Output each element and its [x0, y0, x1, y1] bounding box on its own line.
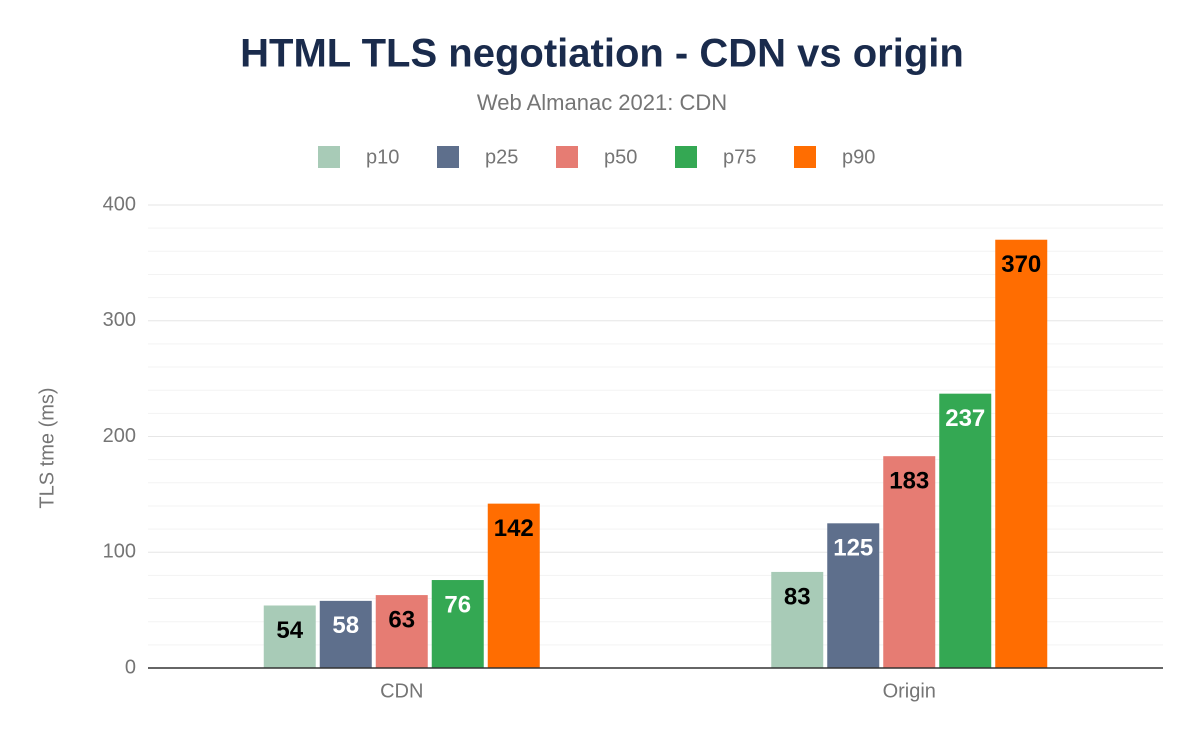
y-axis-label: TLS tme (ms): [36, 387, 58, 508]
bar: [883, 456, 936, 668]
value-label: 76: [444, 591, 471, 618]
chart-subtitle: Web Almanac 2021: CDN: [477, 90, 727, 115]
legend-label: p90: [842, 146, 875, 168]
bar: [263, 605, 316, 668]
bar: [319, 600, 372, 668]
legend-label: p50: [604, 146, 637, 168]
x-tick-label: CDN: [380, 680, 423, 702]
bar: [771, 571, 824, 668]
bar: [995, 239, 1048, 668]
legend-label: p10: [366, 146, 399, 168]
y-tick-label: 400: [103, 193, 136, 215]
bar: [487, 503, 540, 668]
value-label: 54: [276, 617, 303, 644]
value-label: 237: [945, 405, 985, 432]
value-label: 142: [494, 515, 534, 542]
value-label: 125: [833, 535, 873, 562]
bar: [939, 393, 992, 668]
y-tick-label: 0: [125, 656, 136, 678]
legend-label: p75: [723, 146, 756, 168]
y-tick-label: 200: [103, 425, 136, 447]
bar: [431, 580, 484, 668]
value-label: 183: [889, 468, 929, 495]
legend-swatch: [675, 146, 697, 168]
y-tick-label: 100: [103, 541, 136, 563]
chart-title: HTML TLS negotiation - CDN vs origin: [240, 32, 964, 76]
legend-swatch: [556, 146, 578, 168]
value-label: 83: [784, 583, 811, 610]
legend-swatch: [318, 146, 340, 168]
legend-swatch: [794, 146, 816, 168]
value-label: 58: [332, 612, 359, 639]
value-label: 370: [1001, 251, 1041, 278]
y-tick-label: 300: [103, 309, 136, 331]
value-label: 63: [388, 606, 415, 633]
legend-swatch: [437, 146, 459, 168]
bar: [375, 595, 428, 668]
x-tick-label: Origin: [883, 680, 936, 702]
legend-label: p25: [485, 146, 518, 168]
bar: [827, 523, 880, 668]
